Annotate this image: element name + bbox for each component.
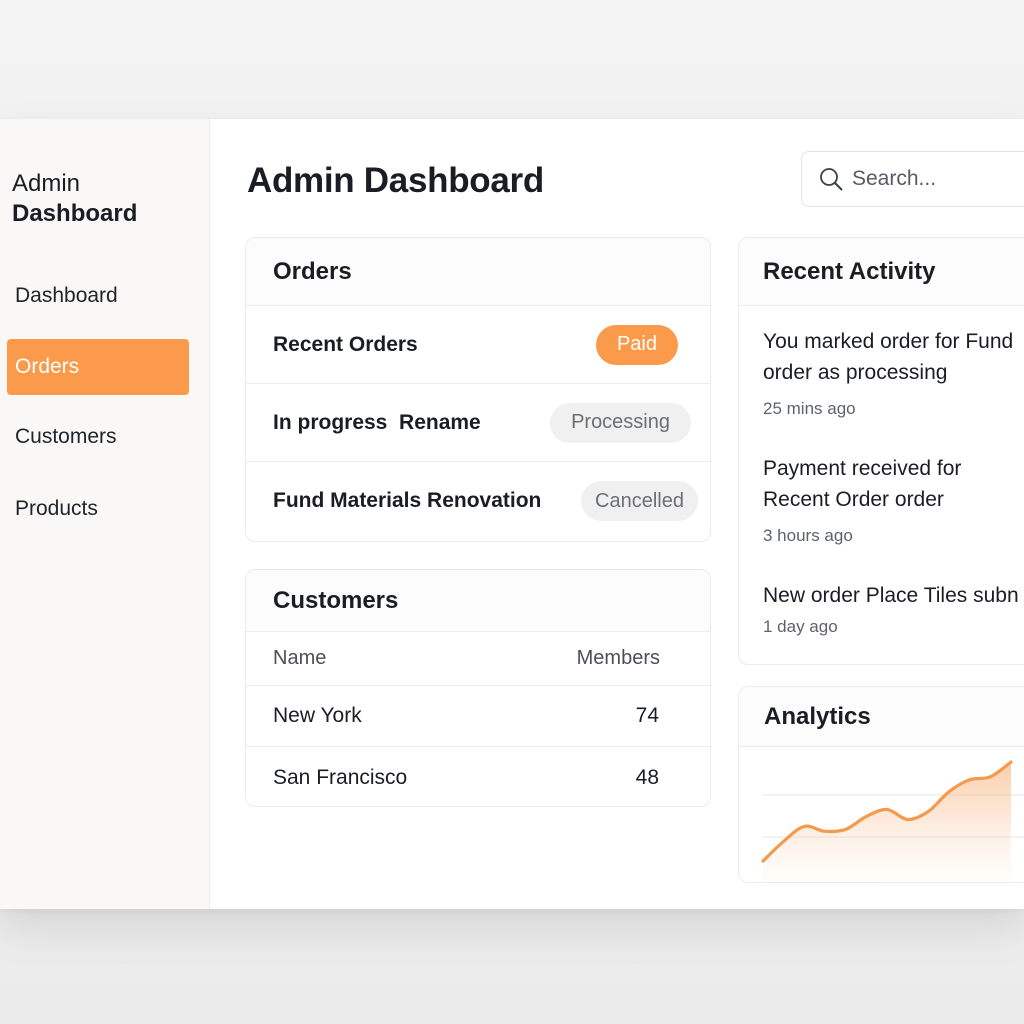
order-row[interactable]: In progress Rename Processing (246, 384, 710, 462)
orders-card-title: Orders (246, 238, 710, 306)
analytics-chart (739, 749, 1024, 882)
activity-item[interactable]: New order Place Tiles subn 1 day ago (739, 580, 1024, 637)
search-box[interactable] (801, 151, 1024, 207)
search-icon (820, 168, 843, 191)
customer-name: New York (273, 704, 362, 727)
sidebar-item-dashboard[interactable]: Dashboard (15, 284, 118, 307)
recent-activity-card: Recent Activity You marked order for Fun… (738, 237, 1024, 665)
analytics-chart-svg (761, 760, 1024, 882)
sidebar-item-customers[interactable]: Customers (15, 425, 117, 448)
sidebar-item-products[interactable]: Products (15, 497, 98, 520)
analytics-card: Analytics (738, 686, 1024, 883)
analytics-series-line (761, 760, 1013, 863)
activity-time: 25 mins ago (763, 399, 856, 418)
orders-card: Orders Recent Orders Paid In progress Re… (245, 237, 711, 542)
status-badge-cancelled: Cancelled (581, 481, 698, 521)
customer-members: 48 (635, 765, 659, 789)
customers-card: Customers Name Members New York 74 San F… (245, 569, 711, 807)
activity-text: New order Place Tiles subn (763, 584, 1019, 607)
brand-line-2: Dashboard (12, 200, 138, 227)
brand-line-1: Admin (12, 170, 81, 197)
recent-activity-title: Recent Activity (739, 238, 1024, 306)
status-badge-processing: Processing (550, 402, 691, 443)
activity-text: Payment received for Recent Order order (763, 457, 962, 511)
customers-table-header: Name Members (246, 632, 710, 686)
sidebar-item-orders[interactable]: Orders (7, 339, 189, 395)
activity-item[interactable]: You marked order for Fund order as proce… (739, 326, 1024, 419)
column-header-members: Members (576, 647, 660, 669)
column-header-name: Name (273, 647, 327, 669)
order-name: In progress Rename (273, 410, 481, 434)
order-name: Recent Orders (273, 332, 418, 356)
table-row[interactable]: San Francisco 48 (246, 747, 710, 806)
sidebar: Admin Dashboard Dashboard Orders Custome… (0, 119, 210, 909)
order-row[interactable]: Fund Materials Renovation Cancelled (246, 462, 710, 540)
activity-text: You marked order for Fund order as proce… (763, 330, 1014, 384)
customer-name: San Francisco (273, 765, 408, 789)
customer-members: 74 (635, 704, 659, 727)
table-row[interactable]: New York 74 (246, 686, 710, 747)
search-input[interactable] (852, 167, 1024, 191)
brand: Admin Dashboard (12, 169, 137, 229)
order-name: Fund Materials Renovation (273, 489, 542, 512)
customers-card-title: Customers (246, 570, 710, 632)
app-window: Admin Dashboard Dashboard Orders Custome… (0, 119, 1024, 909)
status-badge-paid: Paid (595, 324, 678, 365)
page-title: Admin Dashboard (247, 161, 544, 200)
activity-item[interactable]: Payment received for Recent Order order … (739, 453, 1024, 546)
analytics-title: Analytics (739, 687, 1024, 747)
activity-time: 1 day ago (763, 617, 838, 636)
activity-time: 3 hours ago (763, 526, 853, 545)
order-row[interactable]: Recent Orders Paid (246, 306, 710, 384)
